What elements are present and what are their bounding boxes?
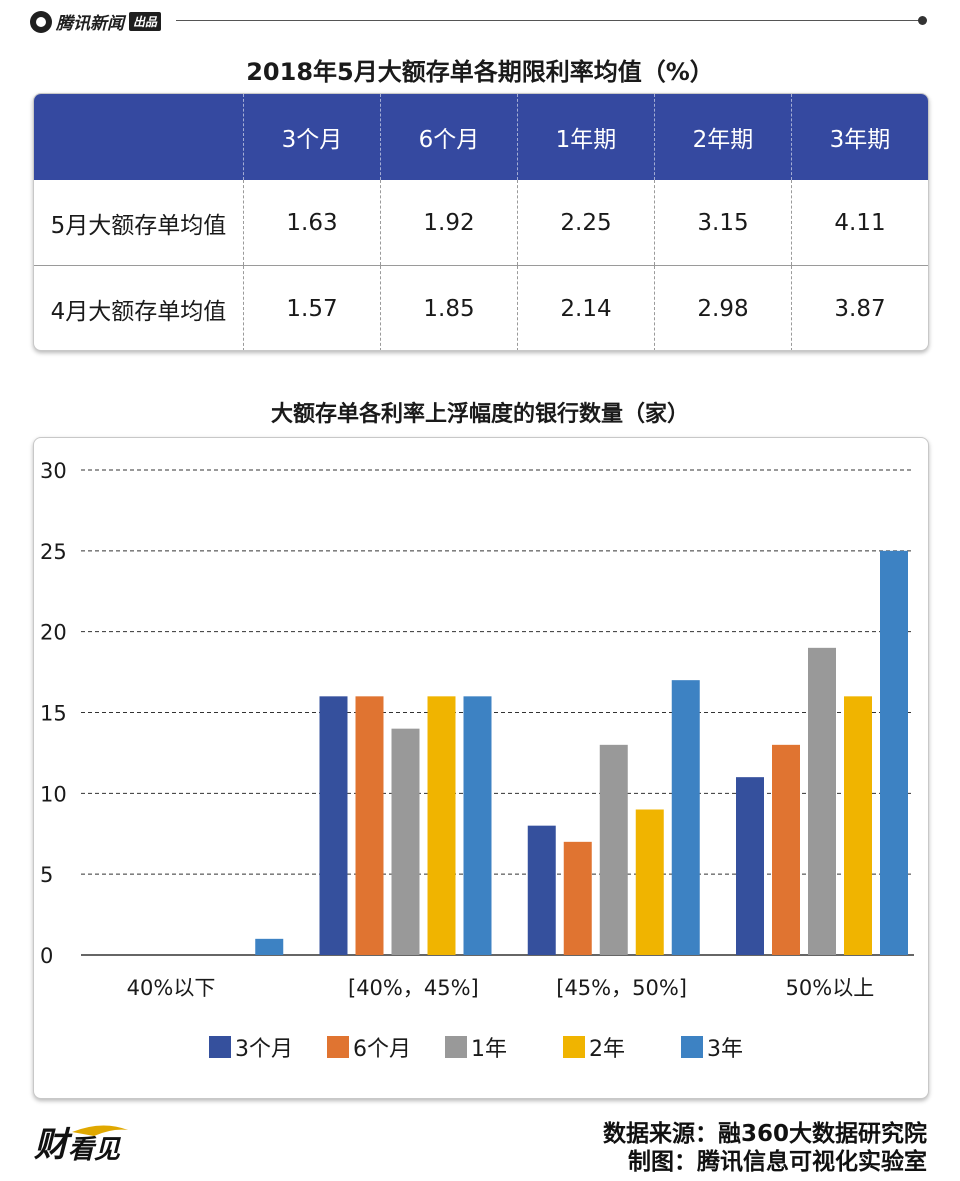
legend-item: 2年	[563, 1031, 681, 1063]
table-header-cell: 1年期	[517, 94, 654, 180]
table-header-cell: 2年期	[654, 94, 791, 180]
table-cell: 1.85	[380, 266, 517, 350]
table-cell: 4.11	[791, 180, 928, 265]
table-cell: 3.15	[654, 180, 791, 265]
table-header-cell: 6个月	[380, 94, 517, 180]
table-cell: 2.98	[654, 266, 791, 350]
bar	[527, 825, 556, 955]
tencent-news-logo-icon	[30, 10, 52, 33]
bar	[391, 728, 420, 955]
brand: 腾讯新闻 出品	[30, 9, 162, 34]
bar	[355, 696, 384, 955]
x-tick-label: [45%，50%]	[556, 976, 687, 1000]
chart-title: 大额存单各利率上浮幅度的银行数量（家）	[270, 402, 689, 427]
legend-swatch	[445, 1036, 467, 1058]
svg-text:看见: 看见	[68, 1135, 121, 1165]
y-tick-label: 5	[40, 863, 53, 887]
data-source: 数据来源：融360大数据研究院	[602, 1121, 927, 1147]
table-cell: 1.92	[380, 180, 517, 265]
header-divider	[176, 20, 920, 21]
page-header: 腾讯新闻 出品	[0, 0, 960, 40]
bar-chart: 0 5 10 15 20 25 30 40%以下 [40%，45%] [45%，50%] 50%以上	[40, 459, 914, 1000]
table-header-cell: 3年期	[791, 94, 928, 180]
legend-swatch	[209, 1036, 231, 1058]
legend-label: 3年	[707, 1037, 743, 1062]
legend-swatch	[681, 1036, 703, 1058]
table-row-label: 4月大额存单均值	[50, 298, 227, 325]
legend-label: 6个月	[353, 1037, 411, 1062]
table-cell: 2.14	[517, 266, 654, 350]
legend-item: 3年	[681, 1031, 771, 1063]
table-cell: 3.87	[791, 266, 928, 350]
bar	[427, 696, 456, 955]
caikanjian-logo-icon: 财 看见	[34, 1125, 128, 1165]
y-tick-label: 10	[40, 782, 67, 806]
y-tick-label: 20	[40, 621, 67, 645]
bar	[319, 696, 348, 955]
legend-swatch	[327, 1036, 349, 1058]
page-footer: 财 看见 数据来源：融360大数据研究院 制图：腾讯信息可视化实验室	[0, 1110, 960, 1181]
bar	[255, 938, 284, 955]
bar	[808, 647, 836, 955]
table-header-cell: 3个月	[243, 94, 380, 180]
rate-table: 3个月 6个月 1年期 2年期 3年期 5月大额存单均值 1.63 1.92 2…	[33, 93, 929, 351]
legend-swatch	[563, 1036, 585, 1058]
y-tick-label: 15	[40, 702, 67, 726]
table-title: 2018年5月大额存单各期限利率均值（%）	[246, 58, 714, 86]
table-header-row: 3个月 6个月 1年期 2年期 3年期	[34, 94, 928, 180]
legend-label: 2年	[589, 1037, 625, 1062]
table-cell: 2.25	[517, 180, 654, 265]
bar	[880, 550, 908, 955]
bar	[599, 744, 628, 955]
bar	[736, 777, 764, 955]
chart-card: 0 5 10 15 20 25 30 40%以下 [40%，45%] [45%，50%] 50%以上	[33, 437, 929, 1099]
table-header-corner	[34, 94, 243, 180]
chart-credit: 制图：腾讯信息可视化实验室	[628, 1149, 927, 1175]
bar	[844, 696, 872, 955]
x-tick-label: 40%以下	[127, 976, 216, 1000]
table-cell: 1.63	[243, 180, 380, 265]
legend-label: 1年	[471, 1037, 507, 1062]
chart-legend: 3个月 6个月 1年 2年 3年	[209, 1031, 771, 1063]
bar	[635, 809, 664, 955]
bar	[563, 841, 592, 955]
header-dot	[918, 16, 927, 25]
x-tick-label: 50%以上	[786, 976, 875, 1000]
table-row: 5月大额存单均值 1.63 1.92 2.25 3.15 4.11	[34, 180, 928, 265]
table-cell: 1.57	[243, 266, 380, 350]
y-tick-label: 25	[40, 540, 67, 564]
table-row-label: 5月大额存单均值	[50, 212, 227, 239]
x-tick-label: [40%，45%]	[348, 976, 479, 1000]
bar	[772, 744, 800, 955]
bar	[671, 680, 700, 955]
brand-text: 腾讯新闻	[56, 14, 124, 34]
legend-item: 1年	[445, 1031, 563, 1063]
y-tick-label: 0	[40, 944, 53, 968]
legend-item: 3个月	[209, 1031, 327, 1063]
svg-text:财: 财	[34, 1125, 73, 1165]
brand-badge: 出品	[129, 12, 162, 31]
bar	[463, 696, 492, 955]
table-row: 4月大额存单均值 1.57 1.85 2.14 2.98 3.87	[34, 265, 928, 350]
y-tick-label: 30	[40, 459, 67, 483]
legend-label: 3个月	[235, 1037, 293, 1062]
legend-item: 6个月	[327, 1031, 445, 1063]
